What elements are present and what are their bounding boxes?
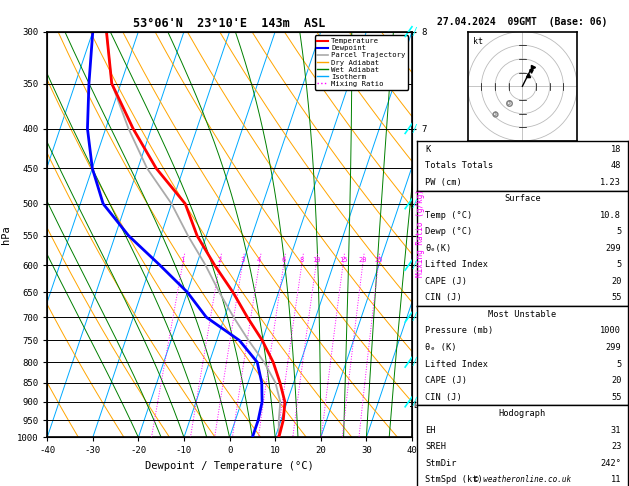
Text: 31: 31 bbox=[611, 426, 621, 434]
Text: K: K bbox=[425, 145, 431, 154]
Text: 10.8: 10.8 bbox=[601, 211, 621, 220]
Text: /: / bbox=[411, 397, 418, 407]
Text: 11: 11 bbox=[611, 475, 621, 484]
Text: Pressure (mb): Pressure (mb) bbox=[425, 327, 494, 335]
Text: Mixing Ratio (g/kg): Mixing Ratio (g/kg) bbox=[416, 190, 425, 277]
Text: CAPE (J): CAPE (J) bbox=[425, 376, 467, 385]
Text: 6: 6 bbox=[282, 257, 286, 263]
Text: 25: 25 bbox=[374, 257, 382, 263]
Text: Totals Totals: Totals Totals bbox=[425, 161, 494, 170]
Text: 20: 20 bbox=[611, 376, 621, 385]
Text: 1: 1 bbox=[181, 257, 185, 263]
Legend: Temperature, Dewpoint, Parcel Trajectory, Dry Adiabat, Wet Adiabat, Isotherm, Mi: Temperature, Dewpoint, Parcel Trajectory… bbox=[314, 35, 408, 90]
Text: EH: EH bbox=[425, 426, 436, 434]
Text: 299: 299 bbox=[606, 343, 621, 352]
Text: StmSpd (kt): StmSpd (kt) bbox=[425, 475, 483, 484]
Text: /: / bbox=[411, 357, 418, 367]
Text: CIN (J): CIN (J) bbox=[425, 393, 462, 401]
Text: Temp (°C): Temp (°C) bbox=[425, 211, 473, 220]
Text: © weatheronline.co.uk: © weatheronline.co.uk bbox=[474, 474, 571, 484]
Text: CAPE (J): CAPE (J) bbox=[425, 277, 467, 286]
Text: /: / bbox=[411, 260, 418, 270]
Text: 299: 299 bbox=[606, 244, 621, 253]
Text: Hodograph: Hodograph bbox=[499, 409, 546, 418]
Text: 242°: 242° bbox=[601, 459, 621, 468]
Text: kt: kt bbox=[473, 37, 483, 46]
Text: θₑ(K): θₑ(K) bbox=[425, 244, 452, 253]
Text: 5: 5 bbox=[616, 227, 621, 236]
Text: /: / bbox=[411, 199, 418, 209]
Text: 2: 2 bbox=[217, 257, 221, 263]
Text: /: / bbox=[411, 27, 418, 36]
Text: Surface: Surface bbox=[504, 194, 541, 203]
Text: 20: 20 bbox=[611, 277, 621, 286]
Text: 5: 5 bbox=[616, 260, 621, 269]
Text: Lifted Index: Lifted Index bbox=[425, 360, 489, 368]
Text: /: / bbox=[411, 312, 418, 322]
Text: 55: 55 bbox=[611, 393, 621, 401]
Text: $\phi$: $\phi$ bbox=[492, 109, 498, 120]
Text: CIN (J): CIN (J) bbox=[425, 294, 462, 302]
Text: Dewp (°C): Dewp (°C) bbox=[425, 227, 473, 236]
Text: 27.04.2024  09GMT  (Base: 06): 27.04.2024 09GMT (Base: 06) bbox=[437, 17, 608, 27]
Text: Lifted Index: Lifted Index bbox=[425, 260, 489, 269]
Text: Most Unstable: Most Unstable bbox=[488, 310, 557, 319]
Text: θₑ (K): θₑ (K) bbox=[425, 343, 457, 352]
X-axis label: Dewpoint / Temperature (°C): Dewpoint / Temperature (°C) bbox=[145, 461, 314, 471]
Text: 23: 23 bbox=[611, 442, 621, 451]
Text: 1000: 1000 bbox=[601, 327, 621, 335]
Text: 10: 10 bbox=[312, 257, 320, 263]
Text: 55: 55 bbox=[611, 294, 621, 302]
Text: 8: 8 bbox=[299, 257, 304, 263]
Text: LCL: LCL bbox=[413, 401, 427, 410]
Text: 1.23: 1.23 bbox=[601, 178, 621, 187]
Text: $\phi$: $\phi$ bbox=[506, 98, 512, 108]
Title: 53°06'N  23°10'E  143m  ASL: 53°06'N 23°10'E 143m ASL bbox=[133, 17, 326, 31]
Text: 48: 48 bbox=[611, 161, 621, 170]
Text: 18: 18 bbox=[611, 145, 621, 154]
Text: 5: 5 bbox=[616, 360, 621, 368]
Text: PW (cm): PW (cm) bbox=[425, 178, 462, 187]
Y-axis label: km
ASL: km ASL bbox=[443, 225, 459, 244]
Text: SREH: SREH bbox=[425, 442, 447, 451]
Text: 20: 20 bbox=[359, 257, 367, 263]
Text: 3: 3 bbox=[240, 257, 245, 263]
Text: 15: 15 bbox=[338, 257, 347, 263]
Y-axis label: hPa: hPa bbox=[1, 225, 11, 244]
Text: 4: 4 bbox=[257, 257, 261, 263]
Text: StmDir: StmDir bbox=[425, 459, 457, 468]
Text: /: / bbox=[411, 123, 418, 134]
